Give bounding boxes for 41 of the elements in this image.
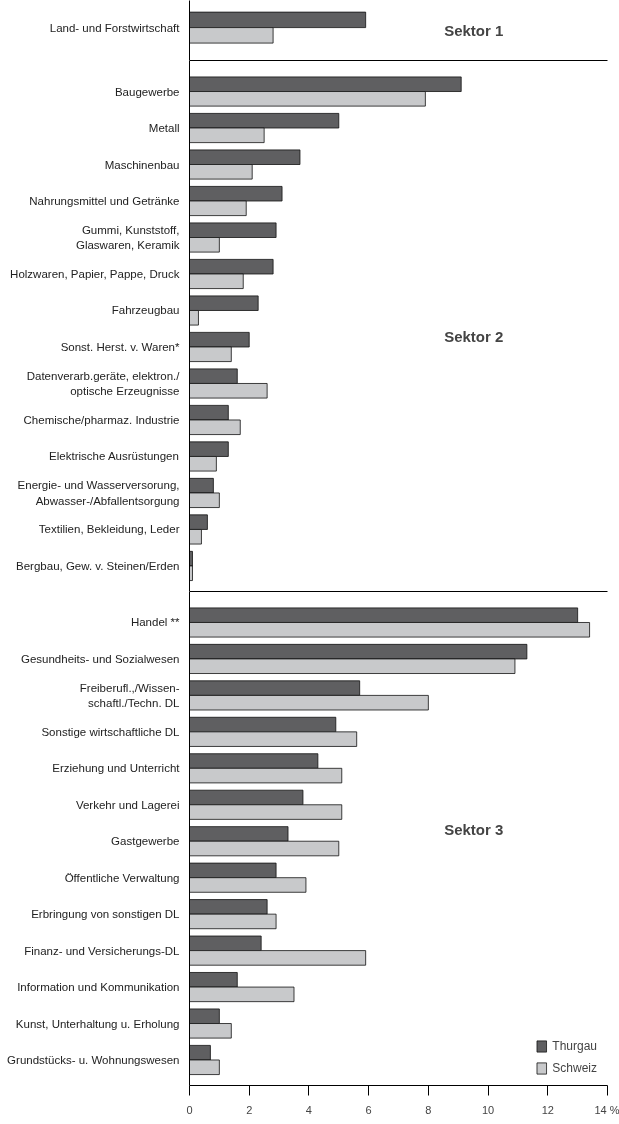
y-tick-label: Bergbau, Gew. v. Steinen/Erden	[16, 559, 180, 572]
y-tick-label: Handel **	[130, 616, 181, 629]
y-tick-label: Holzwaren, Papier, Pappe, Druck	[10, 267, 180, 280]
y-tick-label: Maschinenbau	[104, 158, 180, 171]
y-tick-label: Öffentliche Verwaltung	[64, 871, 180, 884]
y-tick-label: Grundstücks- u. Wohnungswesen	[7, 1053, 180, 1066]
y-tick-label: Energie- und Wasserversorung, Abwasser-/Abfallentsorgung	[17, 479, 180, 507]
x-tick-label: 6	[365, 1103, 372, 1116]
y-tick-label: Fahrzeugbau	[111, 304, 180, 317]
y-tick-label: Sonstige wirtschaftliche DL	[41, 725, 181, 738]
annotation: Sektor 3	[444, 820, 504, 838]
x-tick-label: 0	[186, 1103, 193, 1116]
y-tick-label: Datenverarb.geräte, elektron./ optische Erzeugnisse	[26, 369, 181, 398]
x-tick-label: 12	[541, 1103, 554, 1116]
x-tick-label: 14 %	[594, 1103, 619, 1116]
legend-label: Schweiz	[552, 1061, 597, 1075]
x-tick-label: 8	[425, 1103, 432, 1116]
x-tick-label: 4	[305, 1103, 312, 1116]
y-tick-label: Information und Kommunikation	[17, 981, 180, 994]
y-tick-label: Erbringung von sonstigen DL	[31, 908, 181, 921]
y-tick-label: Sonst. Herst. v. Waren*	[60, 340, 181, 353]
y-tick-label: Kunst, Unterhaltung u. Erholung	[15, 1017, 180, 1030]
y-tick-label: Textilien, Bekleidung, Leder	[38, 523, 180, 536]
y-tick-label: Gesundheits- und Sozialwesen	[20, 652, 180, 665]
y-tick-label: Nahrungsmittel und Getränke	[29, 195, 180, 208]
y-tick-label: Chemische/pharmaz. Industrie	[23, 413, 180, 426]
y-tick-label: Gastgewerbe	[111, 835, 180, 848]
y-tick-label: Elektrische Ausrüstungen	[49, 450, 179, 463]
y-tick-label: Freiberufl.,/Wissen- schaftl./Techn. DL	[79, 681, 181, 710]
annotation: Sektor 1	[444, 22, 504, 39]
annotation: Sektor 2	[444, 328, 504, 346]
y-tick-label: Verkehr und Lagerei	[75, 798, 180, 811]
legend-label: Thurgau	[552, 1039, 597, 1053]
y-tick-label: Gummi, Kunststoff, Glaswaren, Keramik	[75, 223, 180, 252]
y-tick-label: Land- und Forstwirtschaft	[49, 21, 181, 34]
y-tick-label: Baugewerbe	[114, 85, 180, 98]
x-tick-label: 10	[481, 1103, 495, 1116]
x-tick-label: 2	[246, 1103, 253, 1116]
y-tick-label: Metall	[148, 122, 180, 135]
y-tick-label: Finanz- und Versicherungs-DL	[24, 944, 181, 957]
y-tick-label: Erziehung und Unterricht	[52, 762, 181, 775]
